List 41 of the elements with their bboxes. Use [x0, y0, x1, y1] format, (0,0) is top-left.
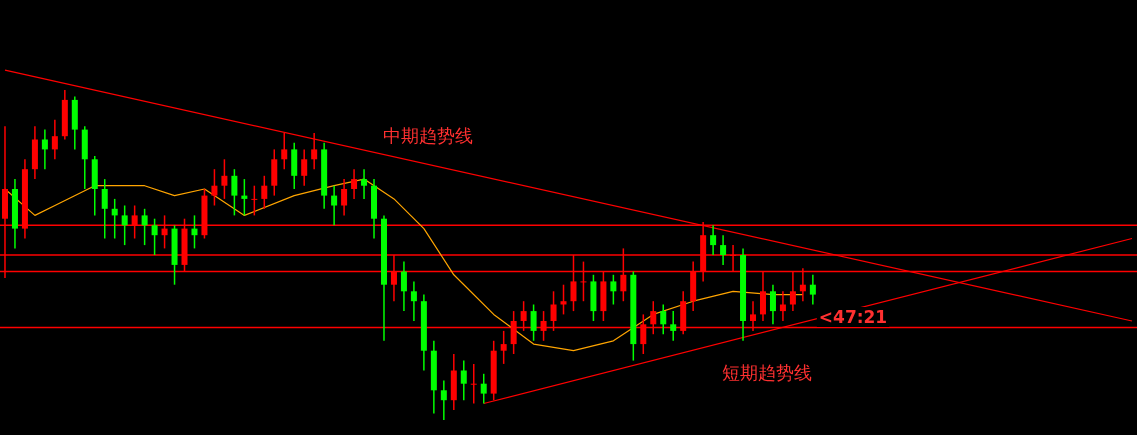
- candlestick: [261, 175, 268, 210]
- candlestick: [470, 363, 477, 405]
- candlestick: [720, 234, 727, 266]
- candlestick: [101, 178, 108, 240]
- candlestick: [331, 184, 338, 227]
- candlestick: [779, 290, 786, 322]
- candlestick: [610, 274, 617, 306]
- candlestick: [241, 178, 248, 217]
- candlestick: [660, 303, 667, 335]
- candlestick: [151, 217, 158, 256]
- candlestick: [311, 132, 318, 170]
- candlestick: [500, 330, 507, 365]
- annotation: 短期趋势线: [722, 362, 812, 383]
- candlestick: [440, 379, 447, 421]
- candlestick: [221, 158, 228, 200]
- candlestick: [560, 283, 567, 316]
- candlestick: [281, 132, 288, 170]
- candlestick: [111, 198, 118, 240]
- annotation: <47:21: [818, 307, 888, 327]
- candlestick: [301, 148, 308, 187]
- candlestick: [361, 168, 368, 200]
- candlestick: [460, 359, 467, 401]
- candlestick: [191, 214, 198, 250]
- candlestick: [769, 283, 776, 326]
- candlestick: [211, 168, 218, 207]
- candlestick: [351, 168, 358, 200]
- candlestick: [341, 178, 348, 217]
- candlestick: [41, 128, 48, 170]
- candlestick: [251, 184, 258, 217]
- candlestick: [809, 274, 816, 306]
- candlestick: [410, 280, 417, 322]
- candlestick: [121, 204, 128, 246]
- candlestick: [670, 310, 677, 342]
- candlestick: [400, 260, 407, 312]
- candlestick: [530, 303, 537, 342]
- candlestick: [480, 373, 487, 405]
- candlestick: [231, 168, 238, 217]
- annotation: 中期趋势线: [383, 125, 473, 146]
- candlestick: [51, 118, 58, 161]
- candlestick: [141, 208, 148, 246]
- candlestick: [710, 224, 717, 256]
